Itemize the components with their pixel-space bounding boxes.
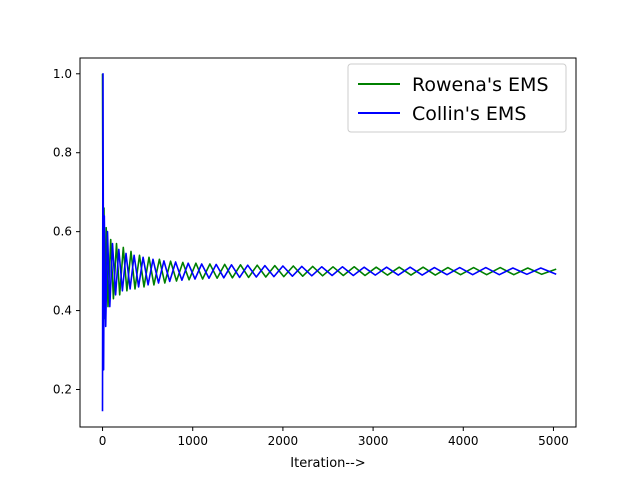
legend-frame — [347, 63, 567, 133]
x-tick-label: 4000 — [448, 434, 479, 448]
x-tick-label: 1000 — [177, 434, 208, 448]
x-axis-label: Iteration--> — [290, 456, 365, 471]
y-tick-label: 0.6 — [53, 225, 72, 239]
y-tick-label: 0.2 — [53, 383, 72, 397]
y-tick-label: 0.8 — [53, 146, 72, 160]
x-tick-label: 3000 — [358, 434, 389, 448]
series-line-collin — [101, 73, 557, 412]
y-tick-label: 0.4 — [53, 304, 72, 318]
plot-frame — [79, 57, 577, 428]
y-axis: 0.2 0.4 0.6 0.8 1.0 — [53, 67, 80, 397]
series-line-rowena — [101, 73, 557, 351]
legend-label-rowena: Rowena's EMS — [412, 74, 549, 96]
x-tick-label: 0 — [99, 434, 107, 448]
x-tick-label: 2000 — [268, 434, 299, 448]
x-tick-label: 5000 — [538, 434, 569, 448]
y-tick-label: 1.0 — [53, 67, 72, 81]
x-axis: 0 1000 2000 3000 4000 5000 — [99, 427, 569, 448]
legend: Rowena's EMS Collin's EMS — [347, 63, 567, 133]
legend-label-collin: Collin's EMS — [412, 103, 526, 125]
series-layer — [101, 73, 557, 412]
